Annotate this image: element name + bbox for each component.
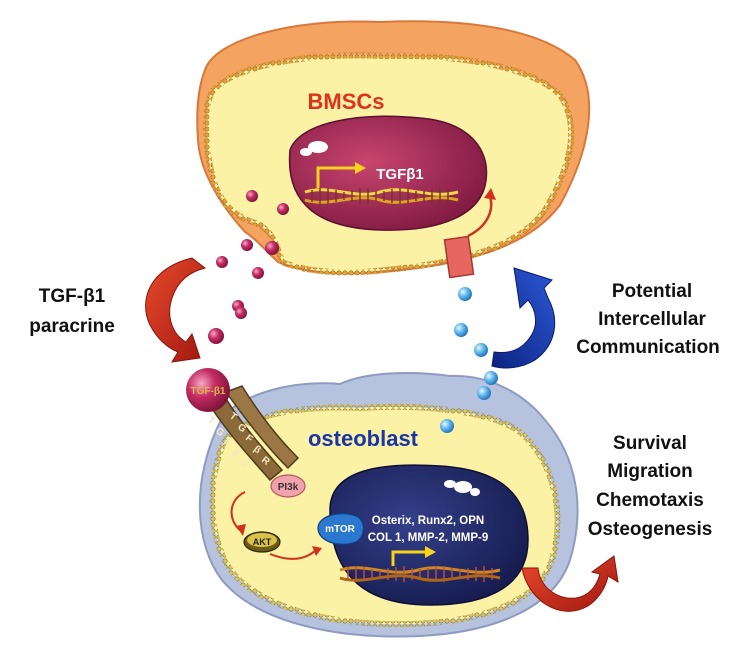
communication-label-line1: Potential	[612, 281, 692, 302]
transcription-arrow-upper	[316, 166, 355, 188]
paracrine-label-line1: TGF-β1	[39, 286, 106, 307]
transcription-arrow-lower	[391, 550, 425, 566]
tgf-beta1-particles	[208, 190, 289, 344]
akt-label: AKT	[253, 537, 272, 547]
bmsc-nucleus	[288, 115, 488, 231]
exosome-particles	[440, 287, 498, 433]
effect-migration: Migration	[607, 461, 693, 482]
tgf-beta-receptor: T G F β R T G F β R	[203, 385, 300, 482]
osteoblast-genes-line1: Osterix, Runx2, OPN	[372, 515, 484, 527]
osteoblast-label: osteoblast	[308, 426, 419, 451]
nucleolus-icon	[308, 141, 328, 153]
akt-to-mtor-arrow	[269, 549, 317, 560]
communication-label-line3: Communication	[576, 337, 720, 358]
receptor-letter: T	[227, 411, 239, 423]
dna-strand-lower	[339, 566, 501, 582]
receptor-letter: β	[229, 448, 241, 460]
paracrine-label-line2: paracrine	[29, 316, 115, 337]
effect-chemotaxis: Chemotaxis	[596, 490, 704, 511]
osteoblast-genes-line2: COL 1, MMP-2, MMP-9	[368, 532, 489, 544]
pi3k-label: PI3k	[278, 482, 299, 493]
communication-label-line2: Intercellular	[598, 309, 706, 330]
paracrine-arrow	[145, 257, 207, 363]
tgf-beta1-ligand: TGF-β1	[186, 368, 230, 412]
mtor-label: mTOR	[325, 524, 356, 535]
tgf-beta1-gene-label: TGFβ1	[376, 166, 424, 183]
akt-node: AKT	[243, 531, 281, 553]
communication-arrow	[491, 267, 556, 369]
nucleolus-icon	[454, 481, 472, 493]
mtor-node: mTOR	[317, 513, 365, 545]
receptor-letter: F	[221, 437, 233, 449]
dna-strand-upper	[304, 188, 459, 204]
bmsc-label: BMSCs	[307, 89, 384, 114]
receptor-letter: β	[251, 444, 263, 456]
effect-survival: Survival	[613, 433, 687, 454]
ligand-label: TGF-β1	[191, 386, 226, 397]
bmsc-receptor	[443, 235, 475, 279]
pi3k-node: PI3k	[270, 474, 306, 498]
effects-arrow	[521, 555, 619, 612]
receptor-letter: T	[205, 415, 217, 427]
receptor-letter: F	[243, 433, 255, 445]
receptor-signal-arrow	[467, 195, 493, 238]
effect-osteogenesis: Osteogenesis	[588, 519, 713, 540]
osteoblast-nucleus	[329, 464, 529, 606]
